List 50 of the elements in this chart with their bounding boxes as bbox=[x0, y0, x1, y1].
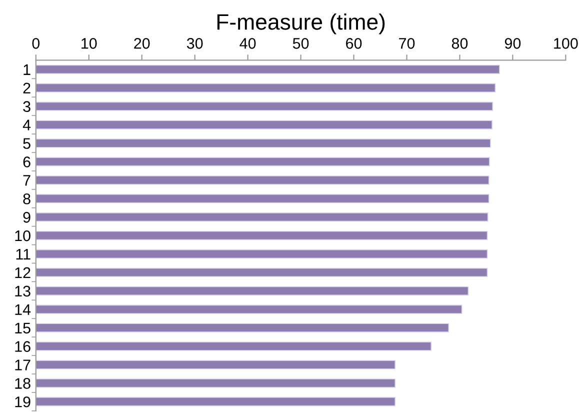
y-tick-label: 10 bbox=[15, 230, 30, 242]
bar bbox=[36, 230, 488, 240]
y-tick-label: 2 bbox=[23, 82, 30, 94]
bar bbox=[36, 286, 469, 296]
bar bbox=[36, 194, 490, 204]
bar bbox=[36, 304, 462, 314]
y-tick-label: 13 bbox=[15, 286, 30, 297]
y-tick-label: 15 bbox=[15, 322, 30, 334]
bar bbox=[36, 64, 500, 74]
x-tick-label: 60 bbox=[346, 38, 362, 49]
bar bbox=[36, 268, 488, 277]
x-tick-label: 40 bbox=[240, 38, 256, 49]
x-tick-label: 10 bbox=[82, 38, 97, 49]
bar bbox=[36, 360, 396, 370]
y-tick-label: 4 bbox=[22, 120, 31, 130]
y-tick-label: 8 bbox=[23, 193, 30, 204]
y-tick-label: 18 bbox=[15, 378, 30, 389]
y-tick-label: 14 bbox=[15, 304, 31, 315]
y-tick-label: 1 bbox=[24, 64, 30, 75]
x-tick-label: 70 bbox=[399, 38, 415, 49]
bar bbox=[36, 342, 432, 351]
y-tick-label: 9 bbox=[23, 212, 30, 223]
x-tick-label: 80 bbox=[452, 38, 468, 49]
x-tick-label: 0 bbox=[32, 38, 40, 49]
bar bbox=[36, 249, 488, 259]
y-tick-label: 11 bbox=[16, 248, 30, 260]
bar bbox=[36, 212, 488, 222]
bar bbox=[36, 157, 490, 166]
bar bbox=[36, 83, 496, 92]
bar bbox=[36, 102, 493, 111]
x-tick-label: 50 bbox=[292, 38, 309, 49]
chart-title: F-measure (time) bbox=[217, 14, 385, 34]
bar bbox=[36, 138, 491, 148]
bar bbox=[36, 397, 396, 406]
y-tick-label: 19 bbox=[15, 396, 30, 408]
y-tick-label: 6 bbox=[23, 156, 30, 168]
y-tick-label: 16 bbox=[15, 341, 30, 352]
x-tick-label: 100 bbox=[554, 38, 578, 49]
bar bbox=[36, 378, 396, 388]
y-tick-label: 5 bbox=[23, 138, 30, 149]
bar bbox=[36, 323, 450, 332]
y-tick-label: 3 bbox=[23, 101, 30, 112]
x-tick-label: 30 bbox=[186, 38, 203, 49]
bar bbox=[36, 176, 490, 185]
y-tick-label: 7 bbox=[23, 175, 30, 186]
y-tick-label: 17 bbox=[15, 360, 30, 370]
x-tick-label: 20 bbox=[134, 38, 150, 49]
y-tick-label: 12 bbox=[15, 267, 30, 278]
x-tick-label: 90 bbox=[504, 38, 521, 49]
bar bbox=[36, 120, 492, 130]
